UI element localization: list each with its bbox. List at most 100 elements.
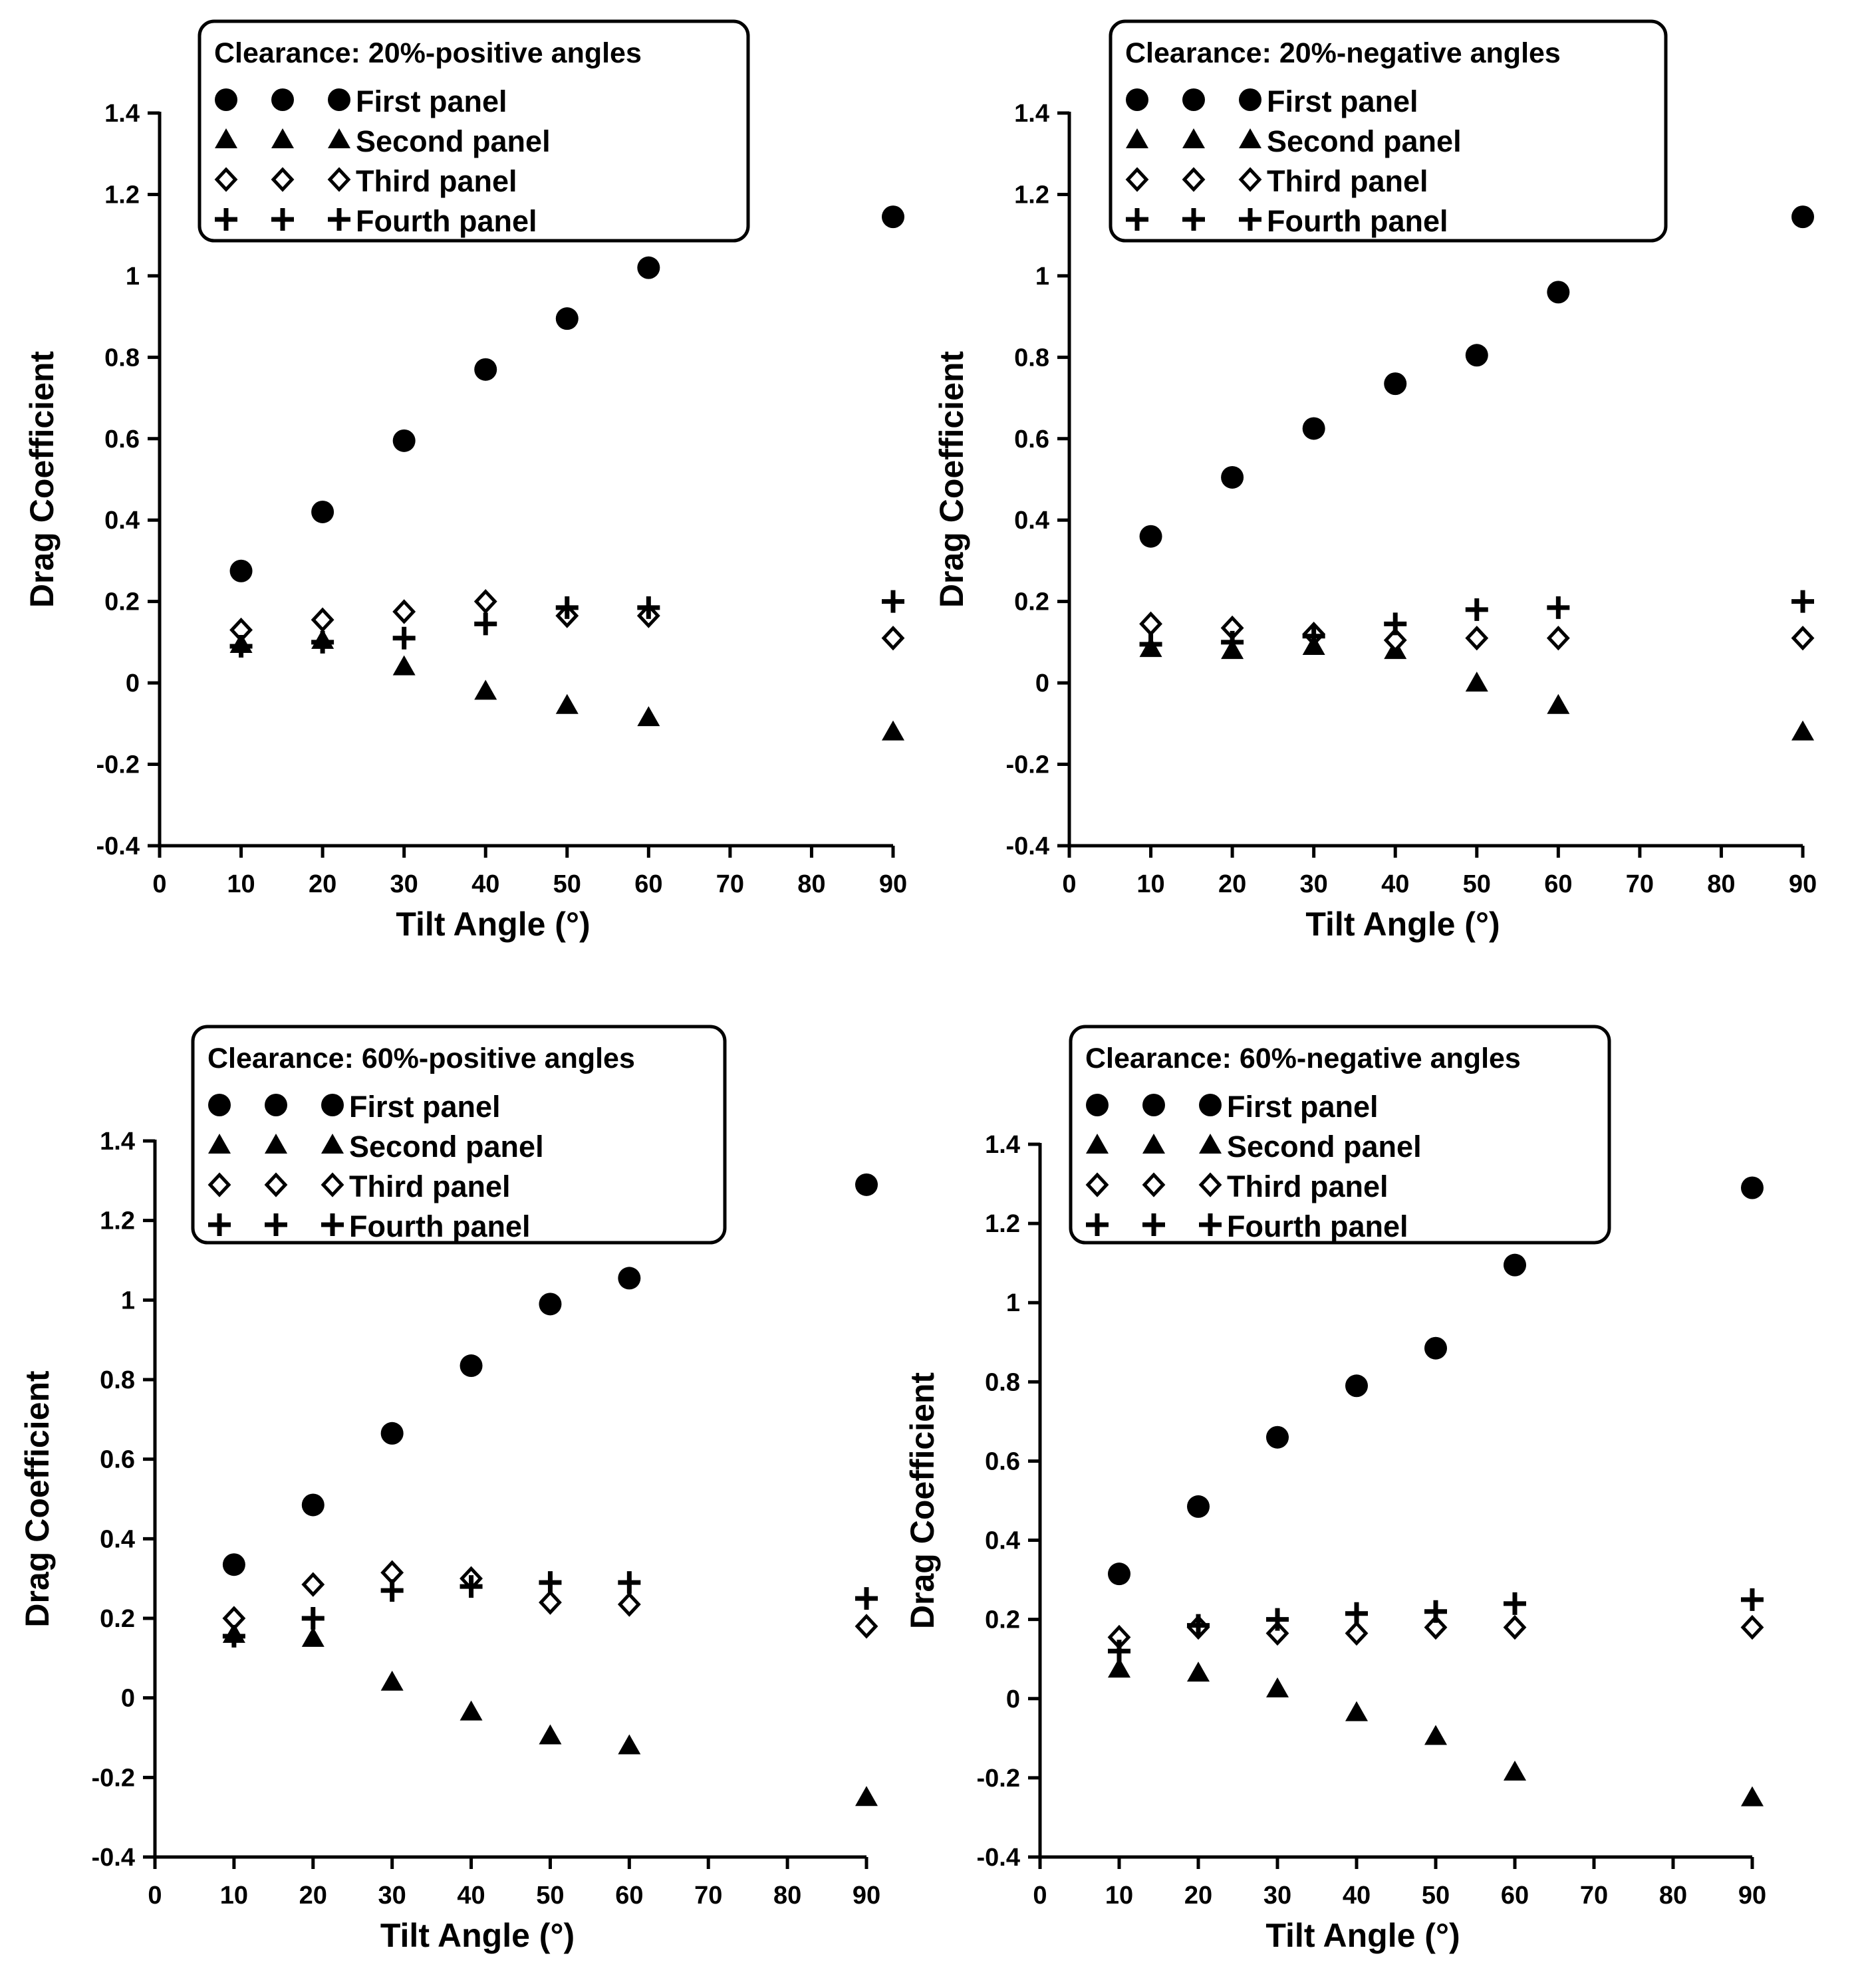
data-point	[460, 1700, 483, 1721]
diamond-marker	[214, 167, 238, 192]
data-point	[311, 500, 334, 523]
diamond-marker	[321, 1172, 344, 1197]
legend-marker	[1182, 167, 1206, 192]
legend-marker	[1085, 1172, 1109, 1197]
data-point	[1504, 1592, 1526, 1615]
legend-label: Second panel	[1267, 124, 1462, 158]
data-point	[380, 1422, 404, 1445]
triangle-marker	[208, 1134, 231, 1154]
circle-marker	[1126, 88, 1148, 111]
y-axis-title: Drag Coefficient	[23, 351, 61, 608]
legend: Clearance: 20%-positive angles First pane…	[198, 19, 750, 243]
y-tick-label: -0.4	[1006, 832, 1049, 860]
data-point	[301, 1626, 325, 1647]
diamond-marker	[311, 607, 334, 632]
circle-marker	[380, 1422, 404, 1445]
diamond-marker	[264, 1172, 288, 1197]
circle-marker	[855, 1173, 878, 1196]
y-tick-label: 0.4	[104, 507, 140, 535]
x-tick-label: 90	[1789, 870, 1817, 898]
diamond-marker	[1238, 167, 1262, 192]
diamond-marker	[1503, 1614, 1527, 1640]
data-point	[1266, 1426, 1289, 1449]
circle-marker	[539, 1293, 562, 1316]
data-point	[1504, 1253, 1526, 1277]
data-point	[1384, 372, 1407, 396]
circle-marker	[1239, 88, 1261, 111]
legend: Clearance: 60%-positive angles First pane…	[191, 1025, 727, 1245]
x-tick-label: 10	[1105, 1882, 1133, 1910]
y-tick-label: 1.2	[100, 1207, 135, 1235]
y-tick-label: 0.4	[100, 1525, 135, 1553]
legend-marker	[215, 88, 237, 111]
legend: Clearance: 60%-negative angles First pane…	[1069, 1025, 1611, 1245]
x-tick-label: 0	[1033, 1882, 1047, 1910]
data-point	[474, 680, 497, 700]
legend-marker	[215, 208, 237, 231]
data-point	[460, 1354, 483, 1378]
triangle-marker	[1345, 1701, 1368, 1721]
y-tick-label: 0.4	[985, 1527, 1020, 1555]
legend-marker	[264, 1172, 288, 1197]
data-point	[301, 1607, 325, 1630]
data-point	[474, 358, 497, 381]
triangle-marker	[392, 655, 416, 676]
x-tick-label: 20	[299, 1882, 327, 1910]
data-point	[882, 720, 904, 741]
data-point	[1108, 1658, 1130, 1678]
y-tick-label: 1	[121, 1287, 135, 1314]
x-tick-label: 10	[1136, 870, 1164, 898]
triangle-marker	[1424, 1725, 1447, 1745]
triangle-marker	[215, 128, 237, 148]
y-tick-label: 0.6	[104, 426, 140, 453]
y-tick-label: -0.2	[1006, 751, 1049, 779]
diamond-marker	[1265, 1620, 1289, 1646]
data-point	[392, 626, 416, 650]
legend-marker	[1142, 1213, 1165, 1236]
circle-marker	[1182, 88, 1205, 111]
y-tick-label: 1	[126, 263, 140, 291]
legend-marker	[214, 167, 238, 192]
legend-marker	[321, 1213, 344, 1236]
data-point	[1345, 1602, 1368, 1625]
x-tick-label: 70	[716, 870, 744, 898]
circle-marker	[1465, 344, 1488, 367]
chart-panel-1: -0.4 -0.2 0 0.2 0.4 0.6 0.8 1 1.2 1.4 0 10 20 30 40 50 6…	[23, 19, 907, 943]
circle-marker	[328, 88, 350, 111]
legend-marker	[1239, 88, 1261, 111]
data-point	[1265, 1620, 1289, 1646]
data-point	[301, 1572, 325, 1597]
y-tick-label: 0.2	[100, 1605, 135, 1633]
y-tick-label: 0	[121, 1685, 135, 1713]
series-third-panel	[1139, 611, 1815, 653]
data-point	[1791, 590, 1814, 613]
data-point	[1465, 598, 1488, 621]
x-tick-label: 60	[634, 870, 662, 898]
x-tick-label: 90	[1738, 1882, 1766, 1910]
data-point	[1547, 281, 1570, 304]
data-point	[1302, 624, 1325, 648]
y-tick-label: 0.6	[1014, 426, 1049, 453]
legend-marker	[271, 128, 294, 148]
triangle-marker	[1547, 693, 1570, 714]
y-tick-label: 0.2	[985, 1606, 1020, 1634]
chart-panel-2: -0.4 -0.2 0 0.2 0.4 0.6 0.8 1 1.2 1.4 0 10 20 30 40 50 6…	[933, 19, 1817, 943]
diamond-marker	[392, 599, 416, 624]
triangle-marker	[618, 1734, 641, 1755]
legend-marker	[328, 208, 350, 231]
data-point	[301, 1493, 325, 1517]
data-point	[1424, 1614, 1448, 1640]
data-point	[637, 596, 660, 619]
triangle-marker	[637, 706, 660, 727]
y-tick-label: 0.6	[100, 1446, 135, 1474]
y-tick-label: -0.4	[977, 1844, 1020, 1872]
data-point	[855, 1173, 878, 1196]
legend-title: Clearance: 60%-negative angles	[1085, 1043, 1521, 1074]
x-tick-label: 0	[1062, 870, 1076, 898]
circle-marker	[882, 205, 904, 229]
legend-marker	[265, 1134, 287, 1154]
diamond-marker	[617, 1592, 641, 1617]
legend-marker	[1199, 1134, 1222, 1154]
series-third-panel	[1107, 1614, 1764, 1650]
diamond-marker	[1546, 626, 1570, 651]
